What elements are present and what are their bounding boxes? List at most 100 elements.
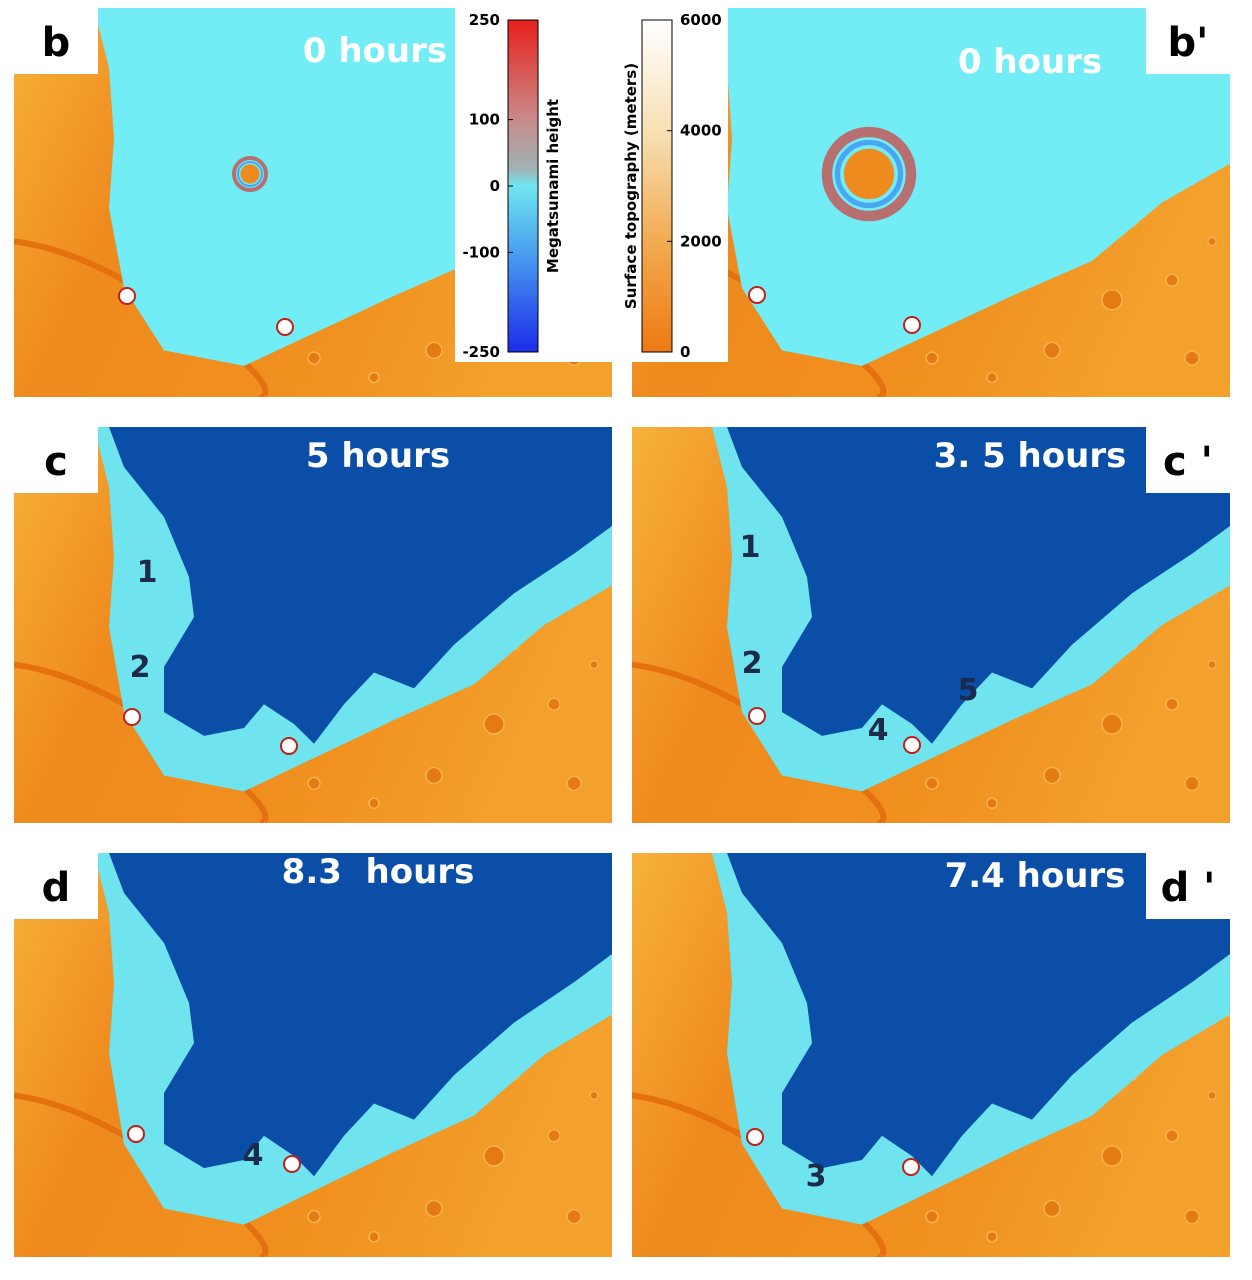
wave-ring	[232, 156, 268, 192]
crater	[425, 1199, 443, 1218]
map	[14, 853, 612, 1257]
crater	[1043, 1199, 1061, 1218]
crater	[1165, 273, 1179, 288]
crater	[368, 371, 380, 384]
wave-ring	[821, 126, 917, 222]
region-number: 4	[243, 1138, 264, 1173]
ocean	[712, 8, 1230, 366]
crater	[547, 1129, 561, 1143]
colorbar-tick-label: 100	[469, 111, 500, 129]
impact-crater	[240, 164, 260, 184]
crater	[483, 1145, 505, 1167]
site-marker	[127, 1125, 145, 1143]
crater	[986, 797, 998, 809]
time-label: 0 hours	[958, 42, 1102, 82]
map-panel: d 8.3 hours 4	[14, 852, 612, 1257]
time-label: 0 hours	[303, 31, 447, 71]
panel-label: c	[44, 439, 68, 485]
impact-crater	[843, 148, 895, 200]
site-marker	[903, 316, 921, 334]
site-marker	[276, 318, 294, 336]
label-box	[1146, 853, 1230, 919]
colorbar-tick-label: 0	[490, 177, 500, 195]
label-box	[1146, 427, 1230, 493]
colorbar	[641, 19, 673, 353]
crater	[925, 351, 939, 365]
crater	[307, 1209, 321, 1224]
panel-label: d '	[1161, 865, 1216, 911]
map-panel: c ' 3. 5 hours 1 2 4 5	[632, 427, 1230, 823]
crater	[1165, 1129, 1179, 1143]
panel-label: b	[42, 20, 71, 66]
region-number: 3	[806, 1159, 827, 1194]
crater	[1101, 289, 1123, 311]
site-marker	[280, 737, 298, 755]
crater	[986, 1231, 998, 1243]
crater	[1043, 766, 1061, 785]
site-marker	[748, 707, 766, 725]
legend-box	[455, 8, 728, 362]
map	[632, 427, 1230, 823]
site-marker	[903, 736, 921, 754]
site-marker	[123, 708, 141, 726]
colorbar-tick-label: -250	[462, 343, 500, 361]
crater	[368, 1231, 380, 1243]
crater	[425, 766, 443, 785]
crater	[1043, 341, 1061, 360]
colorbar-tick-label: 0	[680, 343, 690, 361]
time-label: 3. 5 hours	[934, 436, 1127, 476]
colorbar-tick-label: -100	[462, 243, 500, 261]
crater	[307, 776, 321, 791]
crater	[547, 697, 561, 711]
map	[632, 8, 1230, 397]
crater	[566, 775, 582, 792]
colorbar-title: Surface topography (meters)	[622, 63, 640, 309]
region-number: 2	[742, 646, 763, 681]
crater	[1101, 713, 1123, 735]
region-number: 5	[958, 673, 979, 708]
panel-label: c '	[1163, 439, 1213, 485]
crater	[1207, 236, 1217, 247]
legend: 250 100 0 -100 -250 Megatsunami height 6000 400…	[455, 8, 728, 362]
crater	[986, 371, 998, 384]
crater	[1165, 697, 1179, 711]
ocean	[109, 853, 612, 1177]
map-panel: b' 0 hours	[632, 8, 1230, 397]
label-box	[1146, 8, 1230, 74]
colorbar-tick-label: 6000	[680, 11, 722, 29]
wave-ring	[834, 139, 904, 209]
ocean	[727, 853, 1230, 1177]
crater	[307, 351, 321, 365]
crater	[1207, 659, 1217, 670]
crater	[1207, 1090, 1217, 1101]
wave-ring	[237, 161, 263, 187]
map-panel: d ' 7.4 hours 3	[632, 853, 1230, 1257]
crater	[483, 713, 505, 735]
crater	[1101, 1145, 1123, 1167]
label-box	[14, 853, 98, 919]
crater	[1184, 1208, 1200, 1225]
time-label: 8.3 hours	[282, 852, 475, 892]
label-box	[14, 427, 98, 493]
crater	[925, 1209, 939, 1224]
site-marker	[118, 287, 136, 305]
site-marker	[283, 1155, 301, 1173]
time-label: 5 hours	[306, 436, 450, 476]
crater	[1184, 775, 1200, 792]
site-marker	[746, 1128, 764, 1146]
ocean	[727, 427, 1230, 744]
colorbar-tick-label: 4000	[680, 122, 722, 140]
colorbar-tick-label: 2000	[680, 232, 722, 250]
ocean	[109, 427, 612, 744]
crater	[566, 1208, 582, 1225]
crater	[368, 797, 380, 809]
crater	[925, 776, 939, 791]
region-number: 1	[740, 530, 761, 565]
region-number: 1	[137, 555, 158, 590]
panel-label: d	[42, 865, 71, 911]
region-number: 4	[868, 713, 889, 748]
map-panel: c 5 hours 1 2	[14, 427, 612, 823]
crater	[589, 1090, 599, 1101]
time-label: 7.4 hours	[945, 856, 1126, 896]
